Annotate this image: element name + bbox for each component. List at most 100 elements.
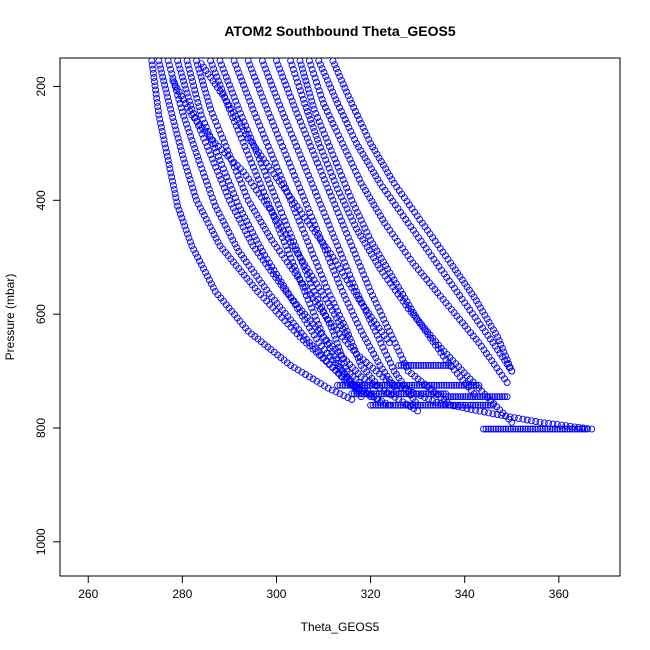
data-point [196, 161, 204, 169]
data-point [318, 65, 326, 73]
data-point [417, 237, 425, 245]
data-point [329, 173, 336, 180]
data-point [280, 147, 288, 155]
data-point [185, 172, 193, 179]
data-point [403, 381, 411, 389]
data-point [379, 216, 387, 223]
data-point [370, 295, 378, 303]
data-point [234, 172, 242, 179]
data-point [194, 200, 202, 208]
data-point [249, 69, 257, 77]
data-point [356, 263, 364, 270]
data-point [313, 335, 320, 343]
data-point [437, 401, 444, 409]
data-point [311, 312, 319, 320]
data-point [352, 315, 359, 323]
data-point [324, 299, 332, 307]
data-point [352, 108, 359, 115]
data-point [221, 69, 229, 77]
data-point [168, 109, 176, 117]
data-point [191, 144, 199, 152]
data-point [412, 390, 420, 398]
data-point [387, 331, 395, 339]
data-point [372, 354, 380, 362]
chart-title: ATOM2 Southbound Theta_GEOS5 [224, 23, 455, 39]
data-point [583, 425, 591, 433]
data-point [238, 123, 246, 131]
data-point [342, 263, 350, 270]
data-point [484, 401, 492, 409]
data-point [296, 308, 304, 316]
data-point [327, 192, 335, 200]
data-point [160, 77, 168, 85]
data-point [273, 130, 281, 138]
data-point [207, 151, 215, 159]
data-point [371, 147, 379, 155]
data-point [450, 381, 458, 389]
data-point [202, 138, 209, 146]
data-point [341, 329, 349, 337]
data-point [290, 172, 298, 179]
data-point [370, 254, 378, 262]
data-point [380, 331, 388, 339]
data-point [342, 363, 350, 371]
data-point [322, 213, 330, 221]
data-point [336, 347, 344, 355]
data-point [433, 381, 441, 389]
data-point [181, 81, 189, 89]
data-point [314, 321, 322, 328]
data-point [153, 94, 161, 102]
data-point [192, 90, 200, 98]
data-point [270, 155, 277, 163]
data-point [327, 147, 335, 155]
data-point [384, 168, 392, 176]
data-point [297, 279, 305, 287]
data-point [274, 277, 282, 285]
data-point [412, 312, 419, 320]
data-point [282, 231, 290, 238]
data-point [357, 147, 365, 155]
data-point [173, 84, 181, 92]
data-point [184, 103, 192, 111]
data-point [376, 381, 384, 389]
data-point [215, 126, 223, 134]
data-point [294, 249, 302, 257]
data-point [186, 238, 194, 246]
data-point [184, 230, 191, 238]
data-point [370, 350, 378, 358]
data-point [385, 327, 393, 335]
data-point [539, 425, 547, 433]
data-point [322, 156, 330, 164]
data-point [284, 234, 292, 242]
data-point [277, 69, 285, 77]
data-point [385, 390, 393, 398]
data-point [174, 202, 182, 210]
data-point [369, 240, 377, 248]
data-point [251, 207, 259, 215]
data-point [332, 271, 339, 279]
data-point [186, 176, 194, 184]
data-point [351, 381, 359, 389]
data-point [212, 118, 220, 126]
data-point [310, 287, 318, 295]
data-point [439, 401, 447, 409]
data-point [454, 393, 462, 401]
data-point [357, 216, 365, 224]
data-point [306, 116, 314, 123]
data-point [422, 401, 429, 409]
data-point [305, 89, 313, 97]
data-point [175, 88, 183, 96]
data-point [234, 116, 241, 124]
data-point [164, 157, 172, 164]
data-point [200, 134, 208, 142]
data-point [311, 188, 319, 196]
data-point [333, 339, 341, 347]
data-point [353, 112, 361, 119]
data-point [168, 70, 176, 78]
data-point [449, 393, 457, 401]
data-point [197, 60, 205, 68]
data-point [278, 209, 286, 217]
y-tick-label: 400 [34, 190, 48, 210]
data-point [329, 196, 337, 204]
data-point [173, 130, 181, 138]
